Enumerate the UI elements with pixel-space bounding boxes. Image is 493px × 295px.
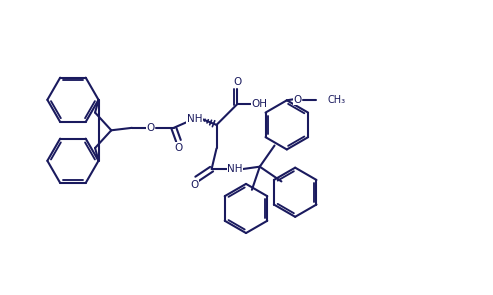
Text: O: O: [175, 143, 182, 153]
Text: O: O: [146, 123, 155, 133]
Text: O: O: [293, 95, 302, 105]
Text: NH: NH: [187, 114, 202, 124]
Text: CH₃: CH₃: [327, 95, 345, 105]
Text: O: O: [190, 180, 199, 190]
Text: O: O: [233, 77, 241, 87]
Text: NH: NH: [227, 164, 243, 174]
Text: OH: OH: [252, 99, 268, 109]
